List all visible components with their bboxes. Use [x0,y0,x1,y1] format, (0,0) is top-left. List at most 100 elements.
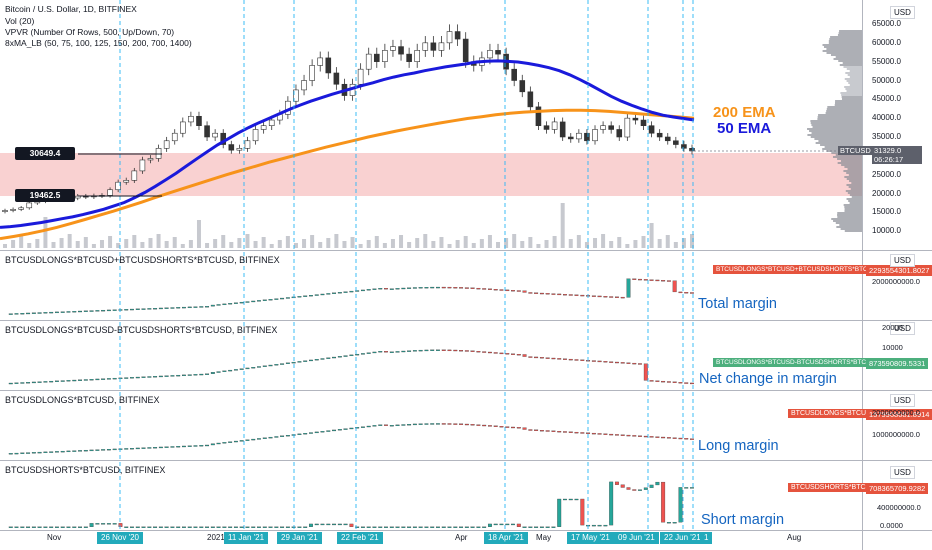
currency-label-pane2[interactable]: USD [890,322,915,335]
x-highlight-22feb[interactable]: 22 Feb '21 [337,532,383,544]
volume-profile [807,30,862,232]
candle-body [576,132,582,140]
vol-indicator-label[interactable]: Vol (20) [5,16,35,26]
x-highlight-09jun[interactable]: 09 Jun '21 [614,532,659,544]
margin-candle [366,352,371,354]
ma-indicator-label[interactable]: 8xMA_LB (50, 75, 100, 125, 150, 200, 700… [5,38,192,48]
pane4-axis-zero: 0.0000 [880,521,903,530]
margin-candle [436,423,440,425]
margin-candle [135,526,140,528]
margin-candle [678,437,683,440]
margin-candle [130,377,134,379]
margin-candle [49,451,54,453]
candle-body [268,119,275,127]
margin-candle [187,374,192,376]
margin-candle [649,436,654,438]
vpvr-row [818,140,862,142]
volume-bar [318,242,323,248]
margin-candle [233,302,238,304]
volume-bar [91,244,96,248]
margin-candle [424,287,429,289]
margin-candle [37,526,42,528]
vpvr-row [822,50,862,52]
pane-title-short: BTCUSDSHORTS*BTCUSD, BITFINEX [5,465,166,475]
candle-body [640,119,647,127]
x-highlight-26nov[interactable]: 26 Nov '20 [97,532,143,544]
currency-label-pane3[interactable]: USD [890,394,915,407]
margin-candle [158,526,163,528]
x-highlight-29jan[interactable]: 29 Jan '21 [277,532,322,544]
currency-label-pane1[interactable]: USD [890,254,915,267]
x-highlight-22jun[interactable]: 22 Jun '21 [660,532,705,544]
margin-candle [459,526,464,528]
pane3-axis-mid: 1000000000.0 [872,430,920,439]
margin-candle [372,351,377,354]
currency-label-pane4[interactable]: USD [890,466,915,479]
ema50-annotation: 50 EMA [717,120,772,137]
vpvr-row [807,128,862,130]
volume-bar [293,243,298,248]
currency-label[interactable]: USD [890,6,915,19]
vpvr-row [846,198,862,200]
candle-body [2,210,8,212]
margin-candle [95,523,100,525]
margin-candle [326,523,331,526]
margin-candle [78,526,83,528]
margin-candle [459,350,464,352]
vpvr-row [837,216,862,218]
volume-bar [471,243,476,248]
margin-candle [649,380,654,382]
vpvr-row [828,40,862,42]
candle-body [624,117,631,138]
candle-body [430,42,437,51]
margin-candle [499,289,504,291]
margin-candle [482,424,487,427]
vpvr-row [845,72,862,74]
price-axis-tick: 65000.0 [872,19,901,28]
volume-bar [277,240,282,248]
x-label-apr: Apr [455,533,468,542]
vpvr-row [815,142,862,144]
volume-bar [213,239,218,248]
margin-candle [78,310,83,313]
vpvr-row [839,224,862,226]
x-highlight-1[interactable]: 1 [700,532,713,544]
pane2-axis-top: 20000 [882,323,903,332]
margin-candle [141,308,146,310]
margin-candle [418,526,423,528]
vpvr-indicator-label[interactable]: VPVR (Number Of Rows, 500, Up/Down, 70) [5,27,175,37]
margin-candle [678,291,683,294]
x-highlight-18apr[interactable]: 18 Apr '21 [484,532,528,544]
volume-bar [649,223,654,248]
margin-candle [83,449,88,452]
price-axis-tick: 60000.0 [872,37,901,47]
x-highlight-11jan[interactable]: 11 Jan '21 [224,532,269,544]
margin-candle [106,309,111,312]
vpvr-row [825,112,862,114]
margin-candle [360,526,365,528]
candle-body [196,115,202,126]
margin-candle [147,447,152,449]
margin-candle [251,367,256,369]
x-highlight-17may[interactable]: 17 May '21 [567,532,614,544]
margin-candle [464,287,469,289]
candle-body [293,89,299,102]
candle-body [398,46,404,55]
margin-candle [666,522,671,524]
margin-candle [487,288,492,290]
volume-bar [59,238,64,248]
margin-candle [430,286,435,289]
margin-candle [228,441,233,443]
margin-candle [326,357,331,359]
margin-candle [690,382,694,385]
margin-candle [320,431,325,433]
margin-candle [176,307,181,309]
margin-candle [551,293,556,295]
margin-candle [649,484,654,488]
volume-bar [350,237,355,248]
volume-bar [463,236,468,248]
candle-body [584,132,590,142]
candle-body [18,207,24,210]
margin-candle [655,279,660,282]
